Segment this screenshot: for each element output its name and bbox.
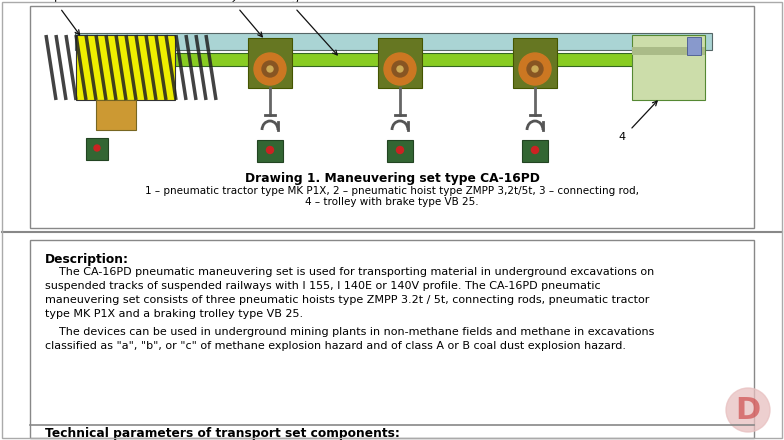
- Bar: [632, 35, 705, 100]
- Bar: [96, 100, 136, 130]
- Bar: [105, 53, 690, 66]
- Circle shape: [94, 145, 100, 151]
- Text: maneuvering set consists of three pneumatic hoists type ZMPP 3.2t / 5t, connecti: maneuvering set consists of three pneuma…: [45, 295, 649, 305]
- Text: The devices can be used in underground mining plants in non-methane fields and m: The devices can be used in underground m…: [45, 327, 655, 337]
- Text: Drawing 1. Maneuvering set type CA-16PD: Drawing 1. Maneuvering set type CA-16PD: [245, 172, 539, 184]
- Circle shape: [254, 53, 286, 85]
- Text: type MK P1X and a braking trolley type VB 25.: type MK P1X and a braking trolley type V…: [45, 309, 303, 319]
- Circle shape: [397, 147, 404, 154]
- Text: 4: 4: [619, 132, 626, 142]
- Text: D: D: [735, 396, 760, 425]
- Text: Technical parameters of transport set components:: Technical parameters of transport set co…: [45, 427, 400, 440]
- Circle shape: [384, 53, 416, 85]
- Bar: [75, 33, 712, 50]
- Circle shape: [267, 147, 274, 154]
- Bar: [632, 47, 705, 55]
- Circle shape: [532, 147, 539, 154]
- Circle shape: [527, 61, 543, 77]
- Bar: [387, 140, 413, 162]
- Bar: [522, 140, 548, 162]
- Bar: [257, 140, 283, 162]
- Bar: [378, 38, 422, 88]
- Bar: [30, 6, 754, 228]
- Circle shape: [532, 66, 538, 72]
- Text: The CA-16PD pneumatic maneuvering set is used for transporting material in under: The CA-16PD pneumatic maneuvering set is…: [45, 267, 655, 277]
- Circle shape: [519, 53, 551, 85]
- Text: 1: 1: [52, 0, 59, 5]
- Bar: [76, 35, 175, 100]
- Text: suspended tracks of suspended railways with I 155, I 140E or 140V profile. The C: suspended tracks of suspended railways w…: [45, 281, 601, 291]
- Text: 1 – pneumatic tractor type MK P1X, 2 – pneumatic hoist type ZMPP 3,2t/5t, 3 – co: 1 – pneumatic tractor type MK P1X, 2 – p…: [145, 186, 639, 196]
- Circle shape: [267, 66, 273, 72]
- Circle shape: [397, 66, 403, 72]
- Bar: [76, 35, 175, 100]
- Circle shape: [392, 61, 408, 77]
- Bar: [248, 38, 292, 88]
- Text: 2: 2: [230, 0, 238, 5]
- Circle shape: [726, 388, 770, 432]
- Text: Description:: Description:: [45, 253, 129, 266]
- Bar: [513, 38, 557, 88]
- Bar: [76, 35, 175, 55]
- Circle shape: [262, 61, 278, 77]
- Bar: [30, 240, 754, 438]
- Text: classified as "a", "b", or "c" of methane explosion hazard and of class A or B c: classified as "a", "b", or "c" of methan…: [45, 341, 626, 351]
- Bar: [86, 138, 108, 160]
- Text: 3: 3: [292, 0, 299, 5]
- Bar: [687, 37, 701, 55]
- Text: 4 – trolley with brake type VB 25.: 4 – trolley with brake type VB 25.: [305, 197, 479, 207]
